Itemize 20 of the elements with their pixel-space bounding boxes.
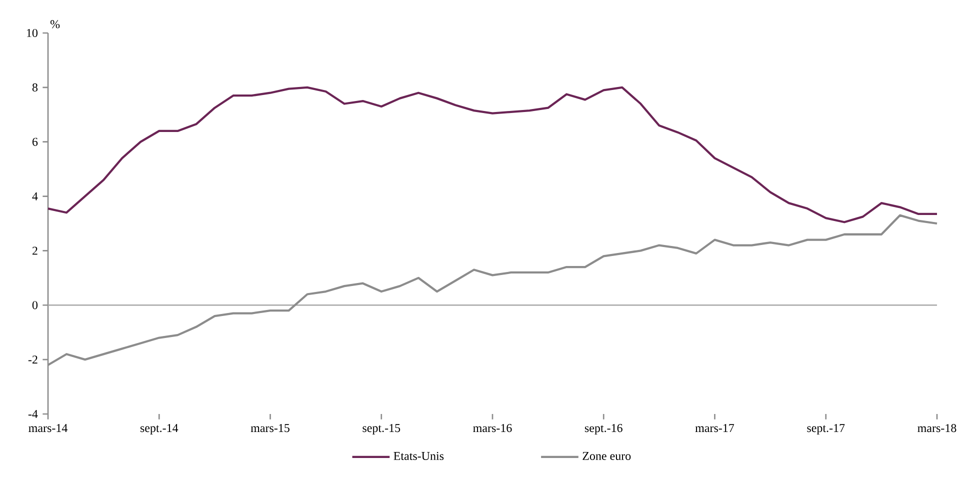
x-tick-label: sept.-17 (807, 424, 845, 435)
y-tick-label: 10 (27, 28, 38, 38)
x-tick-label: mars-14 (28, 424, 68, 432)
y-tick-label: 6 (32, 138, 38, 146)
x-tick-label: mars-16 (473, 424, 512, 432)
y-tick-label: -4 (28, 410, 38, 418)
x-tick-label: sept.-16 (584, 424, 622, 435)
x-tick-label: sept.-14 (140, 424, 178, 435)
y-axis-title: % (50, 20, 60, 28)
y-tick-label: -2 (28, 356, 38, 364)
x-tick-label: sept.-15 (362, 424, 400, 435)
legend-label: Etats-Unis (394, 452, 444, 460)
y-tick-label: 2 (32, 246, 38, 255)
x-tick-label: mars-17 (695, 424, 734, 432)
y-tick-label: 8 (32, 83, 38, 92)
x-tick-label: mars-18 (918, 424, 956, 432)
legend-label: Zone euro (582, 452, 631, 460)
x-tick-label: mars-15 (250, 424, 290, 432)
y-tick-label: 4 (32, 192, 38, 200)
y-tick-label: 0 (32, 301, 38, 310)
